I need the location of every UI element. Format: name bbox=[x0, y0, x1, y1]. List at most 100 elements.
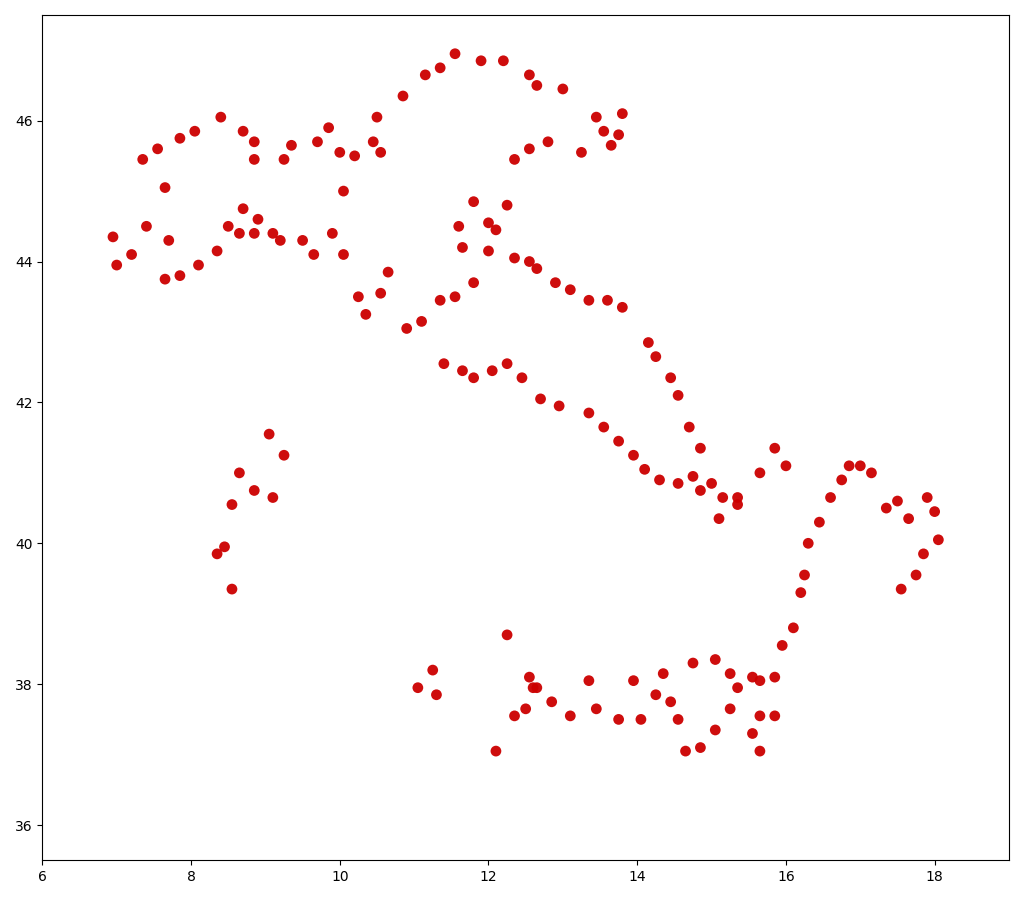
Point bbox=[562, 708, 579, 723]
Point bbox=[711, 512, 727, 526]
Point bbox=[335, 247, 351, 262]
Point bbox=[231, 466, 248, 480]
Point bbox=[729, 490, 745, 504]
Point bbox=[841, 458, 857, 473]
Point bbox=[506, 708, 522, 723]
Point bbox=[822, 490, 839, 504]
Point bbox=[231, 227, 248, 241]
Point bbox=[588, 110, 604, 124]
Point bbox=[581, 405, 597, 420]
Point bbox=[547, 275, 563, 289]
Point bbox=[350, 289, 367, 304]
Point bbox=[332, 145, 348, 159]
Point bbox=[473, 54, 489, 68]
Point bbox=[521, 254, 538, 269]
Point bbox=[647, 688, 664, 702]
Point bbox=[603, 138, 620, 153]
Point bbox=[651, 473, 668, 487]
Point bbox=[685, 656, 701, 671]
Point bbox=[692, 741, 709, 755]
Point bbox=[793, 585, 809, 600]
Point bbox=[811, 515, 827, 530]
Point bbox=[614, 300, 631, 315]
Point bbox=[729, 681, 745, 695]
Point bbox=[157, 181, 173, 195]
Point bbox=[275, 152, 292, 166]
Point bbox=[514, 370, 530, 385]
Point bbox=[767, 441, 783, 456]
Point bbox=[528, 262, 545, 276]
Point bbox=[213, 110, 229, 124]
Point bbox=[373, 286, 389, 300]
Point bbox=[455, 240, 471, 254]
Point bbox=[216, 539, 232, 554]
Point bbox=[264, 227, 281, 241]
Point bbox=[879, 501, 895, 515]
Point bbox=[484, 363, 501, 378]
Point bbox=[499, 628, 515, 642]
Point bbox=[614, 106, 631, 120]
Point bbox=[596, 420, 612, 434]
Point bbox=[685, 469, 701, 484]
Point bbox=[581, 293, 597, 307]
Point bbox=[692, 484, 709, 498]
Point bbox=[325, 227, 341, 241]
Point bbox=[250, 212, 266, 227]
Point bbox=[295, 233, 311, 247]
Point bbox=[209, 244, 225, 258]
Point bbox=[633, 712, 649, 726]
Point bbox=[272, 233, 289, 247]
Point bbox=[234, 201, 251, 216]
Point bbox=[596, 124, 612, 138]
Point bbox=[414, 315, 430, 329]
Point bbox=[767, 708, 783, 723]
Point bbox=[834, 473, 850, 487]
Point bbox=[752, 743, 768, 758]
Point bbox=[562, 282, 579, 297]
Point bbox=[528, 681, 545, 695]
Point bbox=[365, 135, 381, 149]
Point bbox=[785, 620, 802, 635]
Point bbox=[752, 466, 768, 480]
Point bbox=[220, 219, 237, 234]
Point bbox=[432, 60, 449, 75]
Point bbox=[677, 743, 693, 758]
Point bbox=[610, 712, 627, 726]
Point bbox=[425, 663, 441, 677]
Point bbox=[893, 582, 909, 596]
Point bbox=[599, 293, 615, 307]
Point bbox=[930, 532, 946, 547]
Point bbox=[637, 462, 653, 476]
Point bbox=[517, 701, 534, 716]
Point bbox=[435, 357, 452, 371]
Point bbox=[525, 681, 542, 695]
Point bbox=[729, 497, 745, 512]
Point bbox=[172, 131, 188, 146]
Point bbox=[209, 547, 225, 561]
Point bbox=[528, 78, 545, 93]
Point bbox=[708, 653, 724, 667]
Point bbox=[670, 712, 686, 726]
Point bbox=[532, 392, 549, 406]
Point bbox=[555, 82, 571, 96]
Point bbox=[521, 142, 538, 156]
Point bbox=[540, 135, 556, 149]
Point bbox=[284, 138, 300, 153]
Point bbox=[428, 688, 444, 702]
Point bbox=[417, 67, 433, 82]
Point bbox=[647, 350, 664, 364]
Point bbox=[398, 321, 415, 335]
Point bbox=[521, 670, 538, 684]
Point bbox=[670, 476, 686, 491]
Point bbox=[927, 504, 943, 519]
Point bbox=[134, 152, 151, 166]
Point bbox=[410, 681, 426, 695]
Point bbox=[104, 229, 121, 244]
Point bbox=[261, 427, 278, 441]
Point bbox=[908, 568, 925, 583]
Point bbox=[663, 695, 679, 709]
Point bbox=[863, 466, 880, 480]
Point bbox=[521, 67, 538, 82]
Point bbox=[335, 184, 351, 199]
Point bbox=[455, 363, 471, 378]
